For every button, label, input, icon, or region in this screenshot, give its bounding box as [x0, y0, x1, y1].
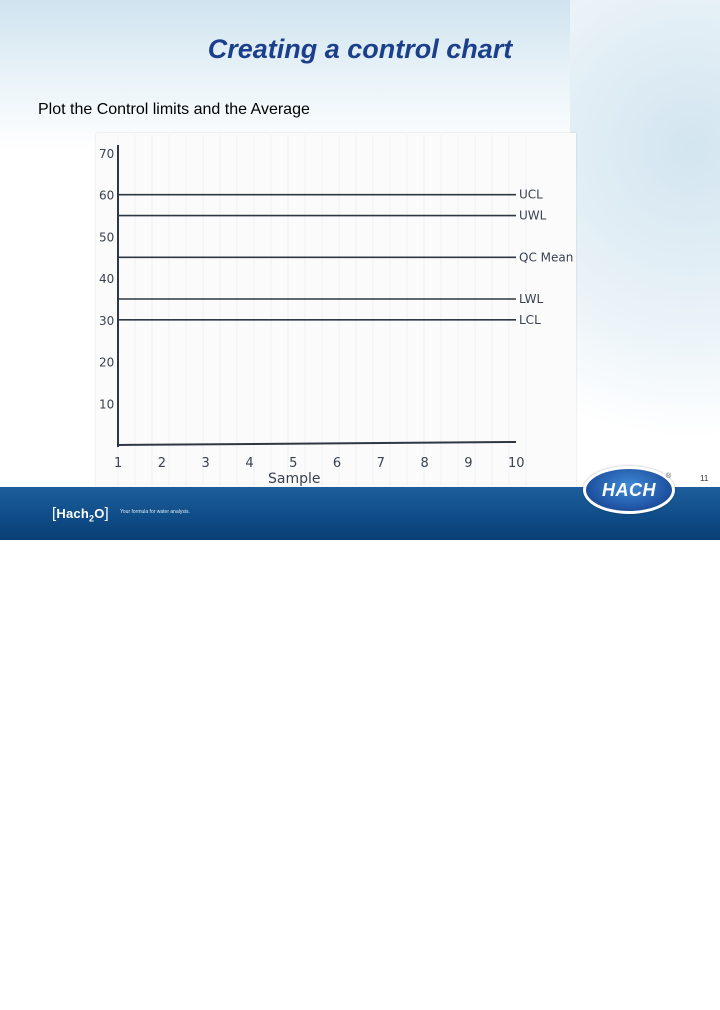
hach2o-brand: [Hach2O] [52, 505, 109, 524]
control-limit-label: UWL [519, 209, 547, 223]
x-tick-label: 10 [508, 456, 525, 471]
slide-title: Creating a control chart [207, 34, 513, 64]
y-tick-label: 70 [99, 147, 114, 161]
x-tick-label: 1 [114, 456, 122, 471]
x-tick-label: 9 [464, 456, 472, 471]
registered-mark: ® [666, 473, 672, 480]
x-tick-label: 7 [377, 456, 385, 471]
control-limit-label: LCL [519, 313, 541, 327]
footer-tagline: Your formula for water analysis. [120, 509, 190, 515]
slide-subtitle: Plot the Control limits and the Average [38, 101, 310, 118]
y-tick-label: 50 [99, 230, 114, 244]
y-tick-label: 20 [99, 356, 114, 370]
brand-name: Hach [56, 506, 89, 521]
brand-end: O [94, 506, 105, 521]
y-tick-label: 40 [99, 272, 114, 286]
water-background-right [570, 0, 720, 490]
page-number: 11 [700, 474, 709, 483]
y-tick-label: 10 [99, 397, 114, 411]
x-tick-label: 8 [420, 456, 428, 471]
y-tick-label: 30 [99, 314, 114, 328]
x-tick-label: 3 [202, 456, 210, 471]
brand-bracket-open: [ [52, 505, 57, 522]
hach-logo: HACH [583, 466, 675, 514]
x-axis-label: Sample [268, 471, 321, 487]
control-limit-label: LWL [519, 292, 543, 306]
x-tick-label: 5 [289, 456, 297, 471]
control-chart: 10 20 30 40 50 60 70 1 2 3 4 5 6 7 8 9 10 Sample UCL UWL QC … [96, 133, 576, 488]
control-chart-svg: 10 20 30 40 50 60 70 1 2 3 4 5 6 7 8 9 10 Sample UCL UWL QC … [99, 135, 573, 487]
x-tick-label: 2 [158, 456, 166, 471]
control-limit-label: QC Mean [519, 250, 573, 264]
control-limit-label: UCL [519, 188, 543, 202]
be-right-motto: Be Right™ [603, 999, 655, 1010]
brand-bracket-close: ] [104, 505, 109, 522]
x-tick-label: 6 [333, 456, 341, 471]
hach-logo-text: HACH [602, 479, 656, 500]
y-tick-label: 60 [99, 189, 114, 203]
x-axis [117, 441, 517, 446]
x-tick-label: 4 [245, 456, 253, 471]
brand-subscript: 2 [88, 513, 95, 524]
